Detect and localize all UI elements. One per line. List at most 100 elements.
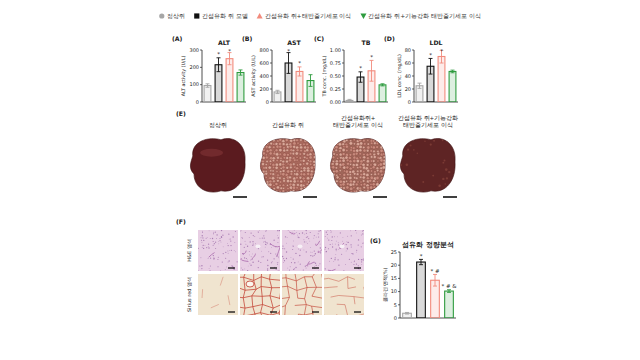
micrograph xyxy=(240,274,280,315)
nodule xyxy=(376,136,379,139)
nodule xyxy=(286,160,289,163)
nucleus xyxy=(198,248,199,249)
nodule xyxy=(353,172,356,175)
nucleus xyxy=(266,244,268,246)
nodule xyxy=(262,142,264,144)
error-cap xyxy=(287,73,291,74)
nodule xyxy=(279,197,282,200)
nodule xyxy=(355,149,358,152)
nucleus xyxy=(363,259,364,260)
nodule xyxy=(366,149,369,152)
nucleus xyxy=(222,261,223,262)
collagen xyxy=(270,279,280,280)
nucleus xyxy=(306,230,307,231)
nucleus xyxy=(334,243,336,245)
nodule xyxy=(272,139,275,142)
collagen xyxy=(244,274,246,277)
nucleus xyxy=(213,257,214,258)
nucleus xyxy=(216,238,218,240)
y-tick xyxy=(412,63,414,64)
nodule xyxy=(306,149,309,152)
error-stem xyxy=(430,58,431,74)
bar xyxy=(296,71,303,102)
nodule xyxy=(314,173,317,176)
nucleus xyxy=(201,241,203,243)
nodule xyxy=(370,190,373,193)
nucleus xyxy=(329,260,331,262)
collagen xyxy=(295,304,307,306)
nodule xyxy=(296,156,298,158)
y-tick xyxy=(342,89,344,90)
nucleus xyxy=(294,262,295,263)
error-cap xyxy=(298,76,302,77)
liver xyxy=(260,139,315,193)
nodule xyxy=(342,152,345,155)
nodule xyxy=(296,149,299,152)
nodule xyxy=(296,197,299,200)
nucleus xyxy=(201,246,203,248)
collagen xyxy=(298,298,305,300)
scale-bar xyxy=(354,267,361,268)
legend-label: 정상쥐 xyxy=(167,12,185,19)
nodule xyxy=(300,160,302,162)
nodule xyxy=(255,136,258,139)
scale-bar xyxy=(303,196,317,198)
speckle xyxy=(422,181,424,183)
nucleus xyxy=(330,230,332,232)
nucleus xyxy=(199,266,200,267)
collagen xyxy=(261,304,263,312)
nodule xyxy=(349,176,352,179)
collagen xyxy=(261,277,269,279)
y-tick xyxy=(270,50,272,51)
collagen xyxy=(355,313,364,315)
nucleus xyxy=(277,235,279,237)
nodule xyxy=(280,187,283,190)
collagen xyxy=(286,278,296,281)
nodule xyxy=(296,183,299,186)
collagen xyxy=(305,288,307,299)
nucleus xyxy=(310,232,311,233)
nucleus xyxy=(350,230,352,232)
nodule xyxy=(314,143,316,145)
nodule xyxy=(310,149,313,152)
nucleus xyxy=(282,256,283,257)
nodule xyxy=(276,170,278,172)
speckle xyxy=(410,187,412,189)
nodule xyxy=(342,143,345,146)
nucleus xyxy=(335,253,337,255)
speckle xyxy=(424,141,426,143)
nucleus xyxy=(342,240,344,242)
nodule xyxy=(299,163,302,166)
legend-label: 간섬유화 쥐+기능강화 태반줄기세포 이식 xyxy=(368,12,481,19)
y-axis xyxy=(202,50,203,102)
nodule xyxy=(349,135,352,138)
septum xyxy=(289,232,295,234)
nodule xyxy=(317,166,319,168)
collagen xyxy=(273,304,280,308)
nucleus xyxy=(325,250,327,252)
nodule xyxy=(282,187,284,189)
nodule xyxy=(310,170,313,173)
bar xyxy=(445,291,454,318)
speckle xyxy=(444,183,446,185)
nodule xyxy=(260,146,263,149)
speckle xyxy=(442,178,444,180)
nodule xyxy=(273,180,276,183)
nodule xyxy=(373,197,376,200)
speckle xyxy=(444,198,446,200)
nodule xyxy=(343,173,346,176)
nucleus xyxy=(310,247,312,249)
nodule xyxy=(333,187,335,189)
photo-background xyxy=(326,133,390,199)
nodule xyxy=(387,183,390,186)
nucleus xyxy=(293,269,294,270)
nucleus xyxy=(314,253,316,255)
nucleus xyxy=(351,235,352,236)
speckle xyxy=(407,140,409,142)
error-stem xyxy=(277,90,278,93)
nucleus xyxy=(268,251,270,253)
collagen xyxy=(270,288,272,296)
legend: 정상쥐간섬유화 쥐 모델간섬유화 쥐+태반줄기세포 이식간섬유화 쥐+기능강화 … xyxy=(159,12,481,19)
nodule xyxy=(367,196,371,200)
nucleus xyxy=(315,263,316,264)
